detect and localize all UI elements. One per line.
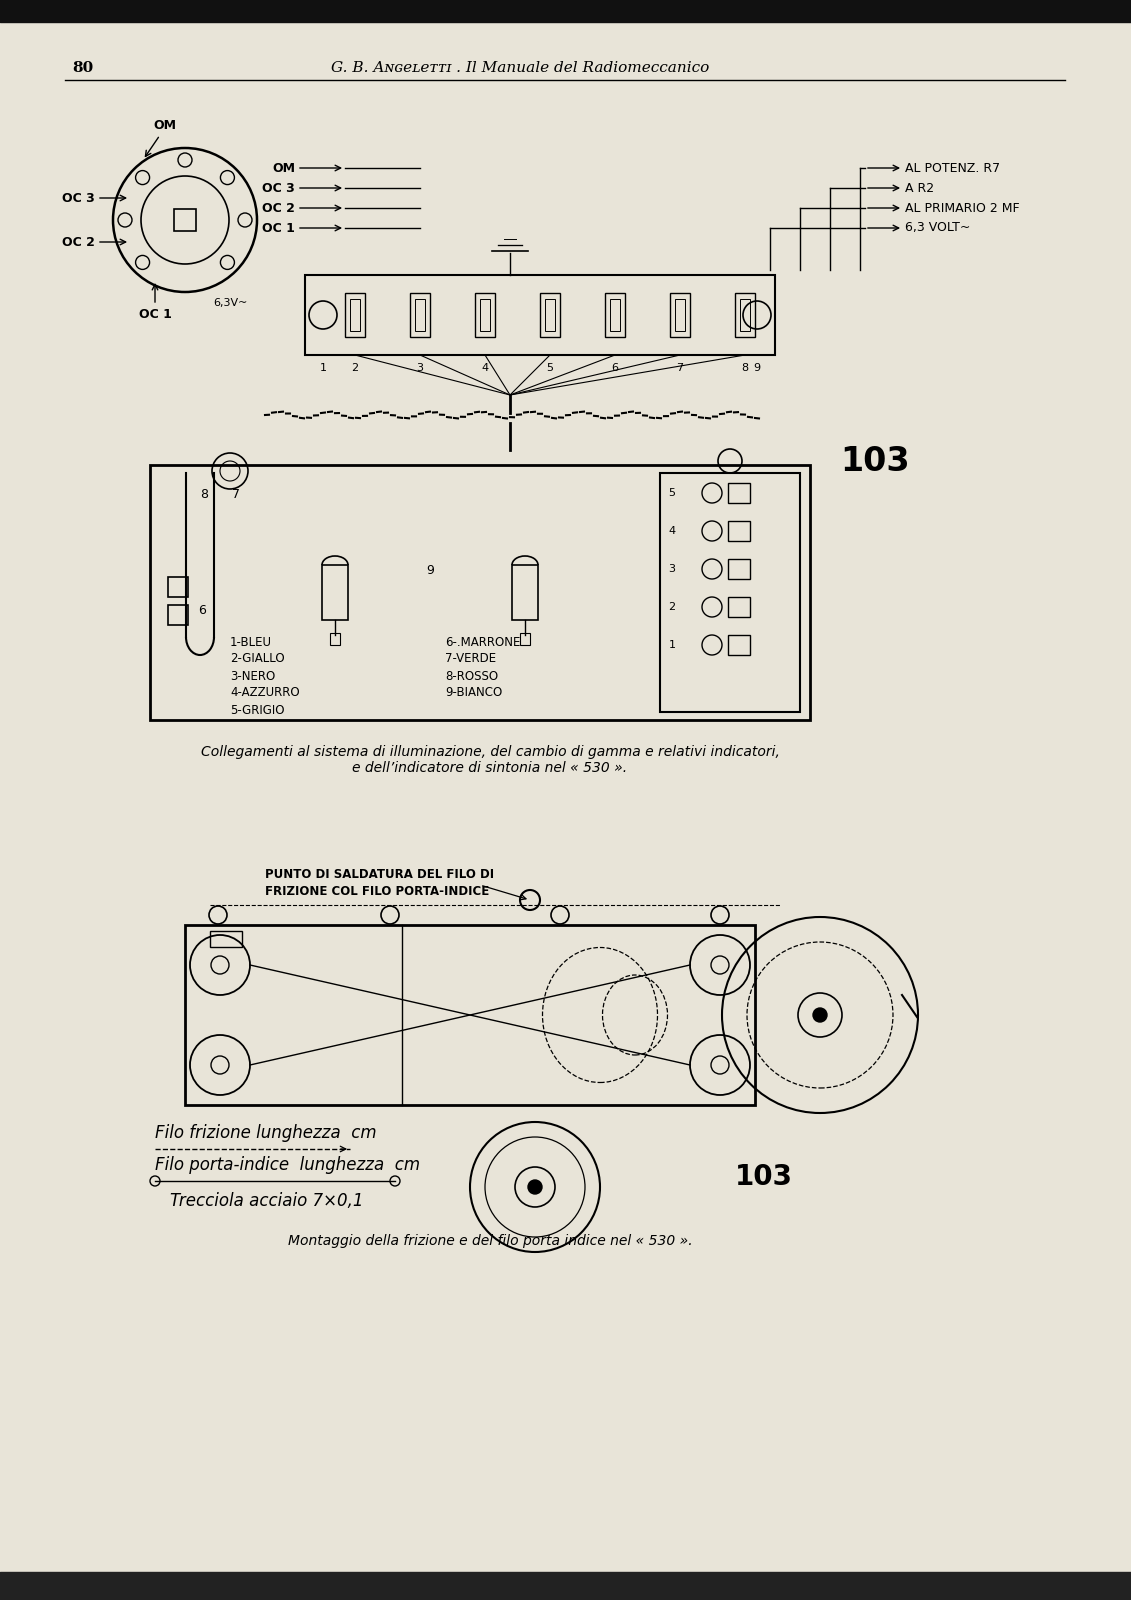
Text: 7-VERDE: 7-VERDE: [444, 653, 497, 666]
Bar: [330, 634, 340, 645]
Text: 4: 4: [668, 526, 675, 536]
Text: 8: 8: [742, 363, 749, 373]
Text: 6: 6: [612, 363, 619, 373]
Bar: [169, 578, 188, 597]
Bar: [728, 597, 750, 618]
Text: Montaggio della frizione e del filo porta indice nel « 530 ».: Montaggio della frizione e del filo port…: [287, 1234, 692, 1248]
Text: 9: 9: [753, 363, 760, 373]
Text: 1: 1: [319, 363, 327, 373]
Bar: [322, 565, 348, 619]
Text: 1-BLEU: 1-BLEU: [230, 635, 271, 648]
Text: 7: 7: [676, 363, 683, 373]
Text: OC 3: OC 3: [262, 181, 295, 195]
Bar: [185, 925, 756, 1106]
Bar: [169, 605, 188, 626]
Text: 6: 6: [198, 603, 206, 616]
Text: 9-BIANCO: 9-BIANCO: [444, 686, 502, 699]
Bar: [512, 565, 538, 619]
Text: 9: 9: [426, 563, 434, 576]
Bar: [545, 299, 555, 331]
Text: A R2: A R2: [905, 181, 934, 195]
Text: 2: 2: [352, 363, 359, 373]
Bar: [411, 293, 430, 338]
Text: 4-AZZURRO: 4-AZZURRO: [230, 686, 300, 699]
Text: 8-ROSSO: 8-ROSSO: [444, 669, 498, 683]
Text: 2: 2: [668, 602, 675, 611]
Bar: [349, 299, 360, 331]
Text: AL PRIMARIO 2 MF: AL PRIMARIO 2 MF: [905, 202, 1020, 214]
Text: G. B. Aɴɢеʟеᴛᴛɪ . Il Manuale del Radiomeccanico: G. B. Aɴɢеʟеᴛᴛɪ . Il Manuale del Radiome…: [331, 61, 709, 75]
Bar: [728, 522, 750, 541]
Bar: [728, 483, 750, 502]
Bar: [345, 293, 365, 338]
Text: OC 1: OC 1: [262, 221, 295, 235]
Text: 6,3V~: 6,3V~: [213, 298, 248, 307]
Text: Trecciola acciaio 7×0,1: Trecciola acciaio 7×0,1: [170, 1192, 363, 1210]
Text: 1: 1: [668, 640, 675, 650]
Bar: [728, 558, 750, 579]
Text: AL POTENZ. R7: AL POTENZ. R7: [905, 162, 1000, 174]
Circle shape: [813, 1008, 827, 1022]
Bar: [480, 299, 490, 331]
Bar: [728, 635, 750, 654]
Text: 5: 5: [546, 363, 553, 373]
Text: Collegamenti al sistema di illuminazione, del cambio di gamma e relativi indicat: Collegamenti al sistema di illuminazione…: [200, 746, 779, 776]
Bar: [150, 466, 810, 720]
Bar: [475, 293, 495, 338]
Text: 3: 3: [416, 363, 423, 373]
Bar: [305, 275, 775, 355]
Bar: [675, 299, 685, 331]
Bar: [740, 299, 750, 331]
Text: 5: 5: [668, 488, 675, 498]
Text: 3-NERO: 3-NERO: [230, 669, 275, 683]
Bar: [174, 210, 196, 230]
Text: 103: 103: [735, 1163, 793, 1190]
Bar: [605, 293, 625, 338]
Text: 3: 3: [668, 565, 675, 574]
Text: 6-.MARRONE: 6-.MARRONE: [444, 635, 520, 648]
Text: 4: 4: [482, 363, 489, 373]
Bar: [661, 474, 800, 712]
Text: OC 3: OC 3: [62, 192, 95, 205]
Text: 80: 80: [72, 61, 93, 75]
Text: 8: 8: [200, 488, 208, 501]
Text: OC 2: OC 2: [62, 235, 95, 248]
Text: 5-GRIGIO: 5-GRIGIO: [230, 704, 285, 717]
Text: OC 1: OC 1: [139, 307, 172, 322]
Bar: [735, 293, 756, 338]
Text: OM: OM: [271, 162, 295, 174]
Bar: [520, 634, 530, 645]
Text: 7: 7: [232, 488, 240, 501]
Circle shape: [528, 1181, 542, 1194]
Bar: [610, 299, 620, 331]
Text: PUNTO DI SALDATURA DEL FILO DI
FRIZIONE COL FILO PORTA-INDICE: PUNTO DI SALDATURA DEL FILO DI FRIZIONE …: [265, 867, 494, 898]
Text: Filo frizione lunghezza  cm: Filo frizione lunghezza cm: [155, 1123, 377, 1142]
Bar: [670, 293, 690, 338]
Text: 2-GIALLO: 2-GIALLO: [230, 653, 285, 666]
Text: OM: OM: [154, 118, 176, 133]
Text: OC 2: OC 2: [262, 202, 295, 214]
Bar: [210, 931, 242, 947]
Text: 103: 103: [840, 445, 909, 478]
Bar: [539, 293, 560, 338]
Text: Filo porta-indice  lunghezza  cm: Filo porta-indice lunghezza cm: [155, 1155, 420, 1174]
Bar: [415, 299, 425, 331]
Text: 6,3 VOLT~: 6,3 VOLT~: [905, 221, 970, 235]
